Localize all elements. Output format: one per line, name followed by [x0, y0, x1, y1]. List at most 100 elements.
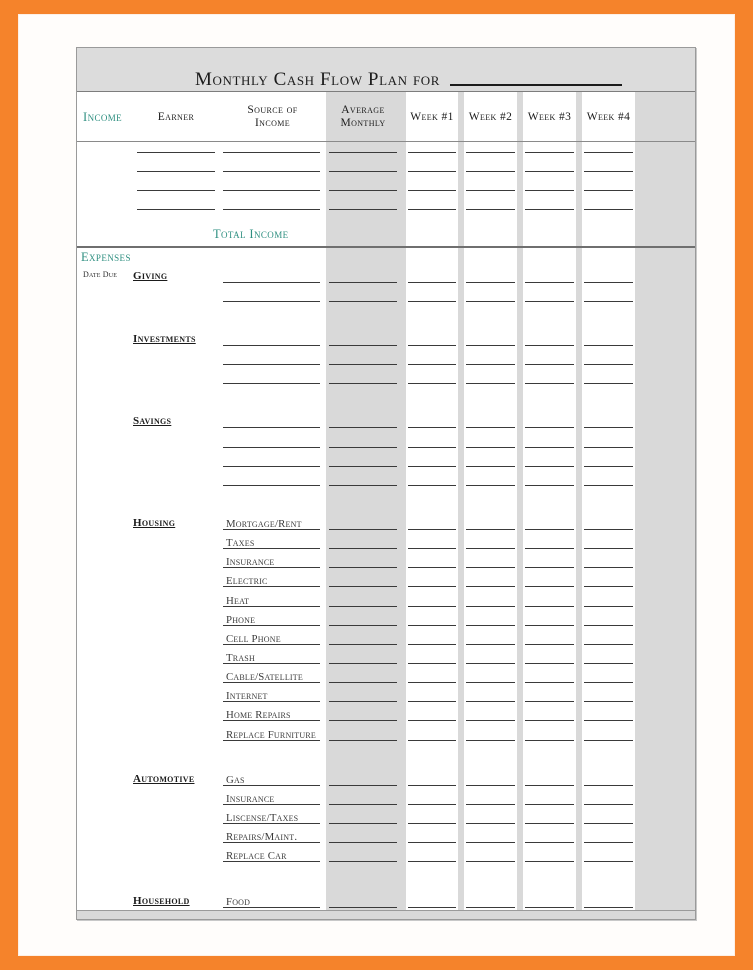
expense-week-input[interactable] [466, 739, 515, 741]
expense-average-input[interactable] [329, 720, 397, 722]
expense-week-input[interactable] [584, 784, 633, 786]
income-week-input[interactable] [408, 171, 456, 173]
expense-amount-input[interactable] [223, 701, 320, 703]
expense-amount-input[interactable] [223, 281, 320, 283]
expense-week-input[interactable] [466, 586, 515, 588]
income-source-input[interactable] [223, 152, 320, 153]
expense-amount-input[interactable] [223, 663, 320, 664]
expense-week-input[interactable] [525, 701, 574, 703]
income-week-input[interactable] [466, 152, 515, 153]
expense-week-input[interactable] [525, 842, 574, 844]
expense-average-input[interactable] [329, 643, 397, 645]
expense-week-input[interactable] [525, 383, 574, 385]
expense-week-input[interactable] [525, 364, 574, 366]
expense-week-input[interactable] [466, 842, 515, 844]
expense-week-input[interactable] [584, 300, 633, 302]
expense-week-input[interactable] [408, 720, 456, 722]
income-earner-input[interactable] [137, 209, 215, 211]
expense-average-input[interactable] [329, 484, 397, 486]
expense-week-input[interactable] [466, 701, 515, 703]
expense-week-input[interactable] [584, 281, 633, 283]
expense-week-input[interactable] [584, 528, 633, 530]
income-average-input[interactable] [329, 171, 397, 173]
expense-average-input[interactable] [329, 427, 397, 429]
income-week-input[interactable] [584, 171, 633, 173]
expense-average-input[interactable] [329, 739, 397, 741]
expense-week-input[interactable] [408, 281, 456, 283]
expense-week-input[interactable] [525, 906, 574, 908]
expense-week-input[interactable] [525, 784, 574, 786]
expense-week-input[interactable] [584, 701, 633, 703]
income-week-input[interactable] [408, 209, 456, 211]
expense-average-input[interactable] [329, 823, 397, 825]
expense-amount-input[interactable] [223, 567, 320, 569]
expense-average-input[interactable] [329, 281, 397, 283]
expense-week-input[interactable] [408, 701, 456, 703]
expense-week-input[interactable] [466, 446, 515, 448]
expense-week-input[interactable] [584, 803, 633, 805]
expense-week-input[interactable] [408, 682, 456, 684]
expense-average-input[interactable] [329, 344, 397, 346]
expense-week-input[interactable] [525, 528, 574, 530]
expense-amount-input[interactable] [223, 383, 320, 385]
expense-week-input[interactable] [408, 484, 456, 486]
expense-week-input[interactable] [466, 344, 515, 346]
income-week-input[interactable] [408, 152, 456, 153]
expense-amount-input[interactable] [223, 344, 320, 346]
expense-amount-input[interactable] [223, 548, 320, 550]
expense-week-input[interactable] [408, 586, 456, 588]
expense-average-input[interactable] [329, 682, 397, 684]
expense-week-input[interactable] [525, 803, 574, 805]
income-week-input[interactable] [584, 209, 633, 211]
expense-week-input[interactable] [466, 427, 515, 429]
income-source-input[interactable] [223, 209, 320, 211]
expense-average-input[interactable] [329, 842, 397, 844]
expense-week-input[interactable] [584, 383, 633, 385]
expense-week-input[interactable] [525, 567, 574, 569]
expense-week-input[interactable] [525, 823, 574, 825]
expense-week-input[interactable] [466, 823, 515, 825]
expense-week-input[interactable] [525, 281, 574, 283]
expense-week-input[interactable] [584, 643, 633, 645]
expense-average-input[interactable] [329, 548, 397, 550]
expense-average-input[interactable] [329, 906, 397, 908]
expense-week-input[interactable] [408, 823, 456, 825]
expense-amount-input[interactable] [223, 364, 320, 366]
expense-amount-input[interactable] [223, 427, 320, 429]
expense-week-input[interactable] [408, 446, 456, 448]
expense-week-input[interactable] [408, 344, 456, 346]
expense-week-input[interactable] [466, 605, 515, 607]
expense-amount-input[interactable] [223, 528, 320, 530]
income-week-input[interactable] [525, 171, 574, 173]
expense-week-input[interactable] [584, 663, 633, 664]
expense-week-input[interactable] [525, 643, 574, 645]
expense-week-input[interactable] [525, 663, 574, 664]
expense-week-input[interactable] [408, 906, 456, 908]
expense-week-input[interactable] [466, 548, 515, 550]
expense-week-input[interactable] [525, 548, 574, 550]
expense-amount-input[interactable] [223, 624, 320, 626]
expense-week-input[interactable] [466, 784, 515, 786]
income-week-input[interactable] [584, 152, 633, 153]
expense-week-input[interactable] [466, 643, 515, 645]
expense-week-input[interactable] [408, 383, 456, 385]
expense-amount-input[interactable] [223, 300, 320, 302]
expense-week-input[interactable] [525, 624, 574, 626]
expense-average-input[interactable] [329, 528, 397, 530]
month-name-input[interactable] [450, 83, 623, 86]
expense-week-input[interactable] [466, 484, 515, 486]
income-week-input[interactable] [525, 190, 574, 192]
expense-week-input[interactable] [408, 605, 456, 607]
expense-amount-input[interactable] [223, 906, 320, 908]
expense-amount-input[interactable] [223, 720, 320, 722]
expense-week-input[interactable] [584, 624, 633, 626]
expense-week-input[interactable] [466, 803, 515, 805]
expense-amount-input[interactable] [223, 605, 320, 607]
expense-week-input[interactable] [584, 465, 633, 467]
expense-week-input[interactable] [584, 427, 633, 429]
expense-week-input[interactable] [466, 528, 515, 530]
income-average-input[interactable] [329, 152, 397, 153]
expense-week-input[interactable] [584, 484, 633, 486]
expense-week-input[interactable] [408, 739, 456, 741]
expense-week-input[interactable] [584, 364, 633, 366]
